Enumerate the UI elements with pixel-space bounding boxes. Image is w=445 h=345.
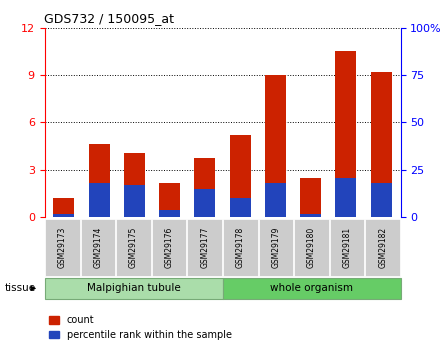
Bar [230, 198, 251, 217]
Text: whole organism: whole organism [270, 284, 353, 293]
Bar [265, 75, 286, 217]
Text: Malpighian tubule: Malpighian tubule [87, 284, 180, 293]
Text: GDS732 / 150095_at: GDS732 / 150095_at [44, 12, 174, 25]
Text: GSM29173: GSM29173 [58, 227, 67, 268]
Text: GSM29174: GSM29174 [93, 227, 102, 268]
Bar [335, 51, 356, 217]
Bar [335, 177, 356, 217]
Bar [194, 189, 215, 217]
Text: tissue: tissue [4, 284, 36, 293]
Bar [300, 214, 321, 217]
Bar [230, 135, 251, 217]
Bar [124, 152, 145, 217]
Text: GSM29178: GSM29178 [236, 227, 245, 268]
Bar [371, 72, 392, 217]
Text: GSM29179: GSM29179 [271, 227, 280, 268]
Bar [89, 183, 110, 217]
Bar [159, 210, 180, 217]
Text: GSM29181: GSM29181 [343, 227, 352, 268]
Bar [265, 183, 286, 217]
Bar [371, 183, 392, 217]
Text: GSM29180: GSM29180 [307, 227, 316, 268]
Bar [194, 158, 215, 217]
Legend: count, percentile rank within the sample: count, percentile rank within the sample [49, 315, 232, 340]
Text: GSM29182: GSM29182 [378, 227, 387, 268]
Text: GSM29176: GSM29176 [165, 227, 174, 268]
Bar [53, 198, 74, 217]
Bar [124, 185, 145, 217]
Bar [300, 178, 321, 217]
Bar [53, 214, 74, 217]
Text: GSM29177: GSM29177 [200, 227, 209, 268]
Bar [159, 183, 180, 217]
Text: GSM29175: GSM29175 [129, 227, 138, 268]
Bar [89, 144, 110, 217]
